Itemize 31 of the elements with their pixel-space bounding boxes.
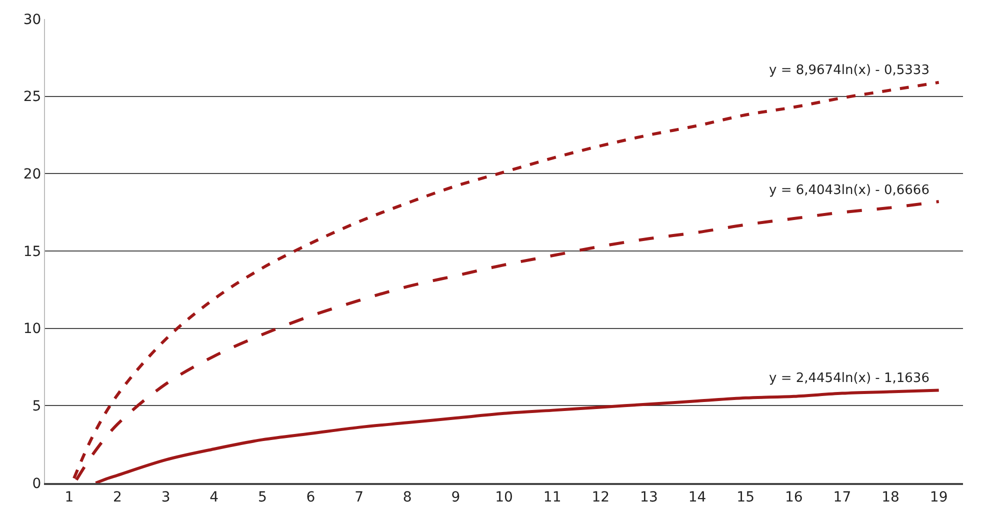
x-tick-label: 17	[833, 490, 852, 506]
x-tick-label: 11	[543, 490, 562, 506]
y-tick-label: 10	[23, 321, 42, 338]
x-tick-label: 15	[736, 490, 754, 506]
y-tick-label: 5	[32, 398, 42, 415]
line-series	[94, 388, 940, 483]
x-tick-label: 16	[784, 490, 803, 506]
x-tick-label: 18	[882, 490, 900, 506]
x-tick-label: 4	[210, 490, 219, 506]
x-tick-label: 6	[306, 490, 316, 506]
x-tick-label: 7	[354, 490, 364, 506]
x-tick-label: 19	[930, 490, 948, 506]
y-tick-label: 25	[23, 89, 42, 106]
x-tick-label: 8	[402, 490, 412, 506]
y-tick-label: 20	[23, 166, 42, 183]
x-tick-label: 12	[592, 490, 610, 506]
x-tick-label: 3	[161, 490, 170, 506]
annotation: y = 6,4043ln(x) - 0,6666	[769, 183, 930, 198]
x-tick-label: 5	[258, 490, 267, 506]
annotation: y = 8,9674ln(x) - 0,5333	[769, 63, 930, 78]
x-tick-label: 2	[113, 490, 122, 506]
x-tick-label: 10	[495, 490, 513, 506]
x-tick-label: 1	[64, 490, 74, 506]
y-tick-label: 0	[32, 476, 42, 492]
x-tick-label: 9	[451, 490, 460, 506]
line-series	[72, 80, 940, 480]
x-tick-label: 14	[688, 490, 706, 506]
annotation: y = 2,4454ln(x) - 1,1636	[769, 371, 930, 386]
x-tick-label: 13	[640, 490, 658, 506]
y-tick-label: 30	[23, 12, 42, 28]
y-tick-label: 15	[23, 244, 42, 260]
